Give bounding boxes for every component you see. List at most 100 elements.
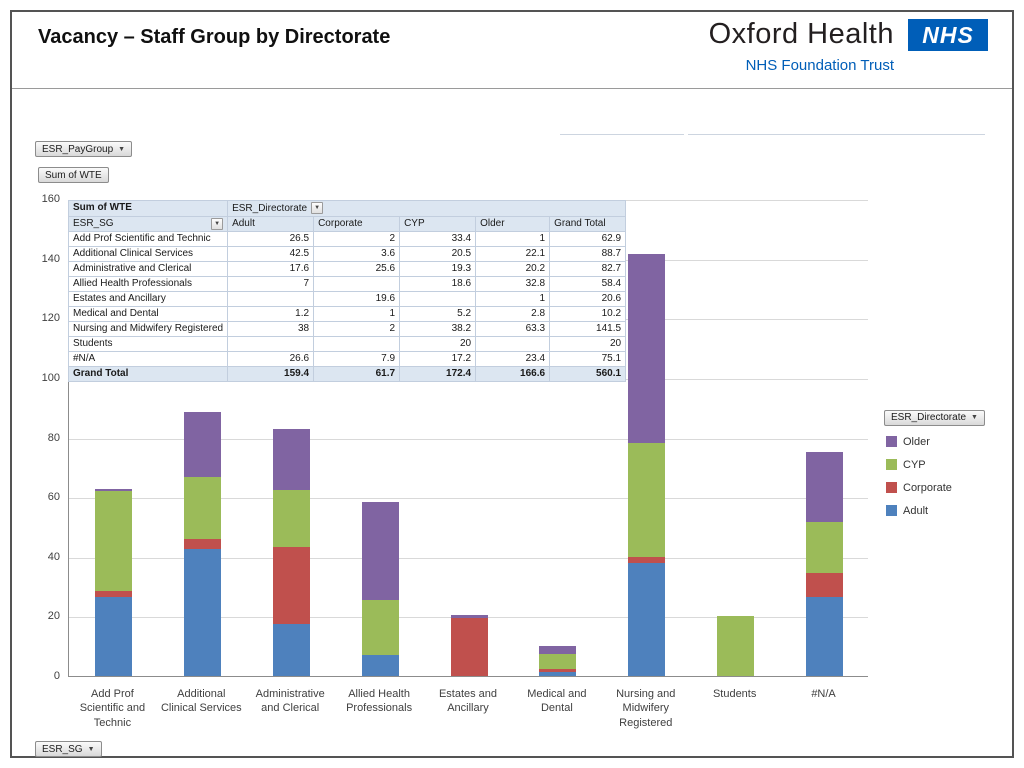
dropdown-icon[interactable]: ▼ [311,202,324,214]
nhs-logo-text: NHS [922,21,974,48]
cell-value: 26.6 [227,350,315,367]
bar-segment-older [94,488,132,492]
gridline [69,498,868,500]
pivot-columns-row: ESR_SG ▼ Adult Corporate CYP Older Grand Total [67,215,627,232]
bar-segment-corporate [94,591,132,597]
esr-paygroup-filter-button[interactable]: ESR_PayGroup ▼ [35,141,133,157]
legend-swatch [886,482,897,493]
bar-segment-older [361,501,399,600]
cell-value: 20 [549,335,627,352]
pivot-row-field: ESR_SG ▼ [67,215,229,232]
grand-total-value: 166.6 [475,365,551,382]
cell-value: 1 [475,230,551,247]
gridline [69,557,868,559]
cell-value: 19.6 [313,290,401,307]
x-axis-category-label: Nursing and Midwifery Registered [616,688,676,729]
button-label: ESR_PayGroup [42,143,114,155]
dropdown-icon[interactable]: ▼ [211,217,224,230]
esr-sg-filter-button[interactable]: ESR_SG ▼ [35,741,102,757]
legend-label: Older [903,435,930,448]
table-row: Medical and Dental 1.2 1 5.2 2.8 10.2 [67,305,627,322]
pivot-column-field: ESR_Directorate ▼ [227,200,627,217]
y-axis-tick-label: 60 [47,491,60,504]
bar-segment-older [539,645,577,654]
bar-segment-cyp [806,521,844,574]
cell-value: 1 [313,305,401,322]
cell-value: 7.9 [313,350,401,367]
row-label: Estates and Ancillary [67,290,229,307]
grand-total-row: Grand Total 159.4 61.7 172.4 166.6 560.1 [67,365,627,382]
chevron-down-icon: ▼ [971,414,978,421]
y-axis-tick-label: 120 [41,312,60,325]
cell-value: 18.6 [399,275,477,292]
x-axis-category-label: Students [712,688,757,700]
x-axis-category-label: Add Prof Scientific and Technic [79,688,146,729]
oxford-health-logo: Oxford Health NHS NHS Foundation Trust [709,18,988,74]
table-row: #N/A 26.6 7.9 17.2 23.4 75.1 [67,350,627,367]
cell-value: 17.6 [227,260,315,277]
bar-segment-cyp [183,477,221,539]
pivot-header-row: Sum of WTE ESR_Directorate ▼ [67,200,627,217]
placeholder-line [688,134,985,135]
pivot-corner-label: Sum of WTE [67,200,229,217]
cell-value: 2.8 [475,305,551,322]
row-field-label: ESR_SG [73,217,114,229]
bar-segment-cyp [361,599,399,656]
grand-total-value: 61.7 [313,365,401,382]
bar-segment-corporate [806,573,844,597]
bar-segment-adult [539,672,577,676]
pivot-column-header: Adult [227,215,315,232]
row-label: Allied Health Professionals [67,275,229,292]
logo-row: Oxford Health NHS [709,18,988,51]
cell-value [399,290,477,307]
cell-value: 17.2 [399,350,477,367]
legend-item-older: Older [886,435,985,449]
cell-value: 32.8 [475,275,551,292]
pivot-column-header: Corporate [313,215,401,232]
legend-item-cyp: CYP [886,458,985,472]
legend-swatch [886,436,897,447]
cell-value: 3.6 [313,245,401,262]
row-label: Additional Clinical Services [67,245,229,262]
y-axis-tick-label: 100 [41,371,60,384]
bar-segment-corporate [183,538,221,550]
row-label: Administrative and Clerical [67,260,229,277]
grand-total-value: 172.4 [399,365,477,382]
row-label: #N/A [67,350,229,367]
esr-directorate-filter-button[interactable]: ESR_Directorate ▼ [884,409,985,426]
bar-segment-cyp [539,653,577,670]
bar-segment-cyp [628,442,666,557]
table-row: Students 20 20 [67,335,627,352]
logo-subtitle: NHS Foundation Trust [745,57,894,74]
cell-value: 26.5 [227,230,315,247]
bar-segment-adult [272,623,310,676]
x-axis-category-label: Additional Clinical Services [160,688,242,715]
row-label: Medical and Dental [67,305,229,322]
cell-value: 75.1 [549,350,627,367]
bar-segment-older [806,452,844,522]
cell-value: 141.5 [549,320,627,337]
cell-value: 22.1 [475,245,551,262]
y-axis-tick-label: 40 [47,550,60,563]
table-row: Administrative and Clerical 17.6 25.6 19.3 2… [67,260,627,277]
pivot-column-header: Older [475,215,551,232]
y-axis-tick-label: 140 [41,252,60,265]
table-row: Nursing and Midwifery Registered 38 2 38.2 6… [67,320,627,337]
grand-total-label: Grand Total [67,365,229,382]
button-label: Sum of WTE [45,169,102,181]
button-label: ESR_SG [42,743,83,755]
x-axis-category-label: Medical and Dental [527,688,587,715]
cell-value [227,290,315,307]
x-axis-category-label: #N/A [811,688,836,700]
logo-org-text: Oxford Health [708,18,894,50]
legend-label: Adult [903,504,929,517]
y-axis-tick-label: 160 [41,193,60,205]
grand-total-value: 560.1 [549,365,627,382]
bar-segment-adult [806,596,844,676]
column-field-label: ESR_Directorate [232,202,308,214]
bar-segment-cyp [717,616,755,676]
sum-of-wte-field-button[interactable]: Sum of WTE [38,167,109,183]
cell-value: 63.3 [475,320,551,337]
cell-value: 1.2 [227,305,315,322]
